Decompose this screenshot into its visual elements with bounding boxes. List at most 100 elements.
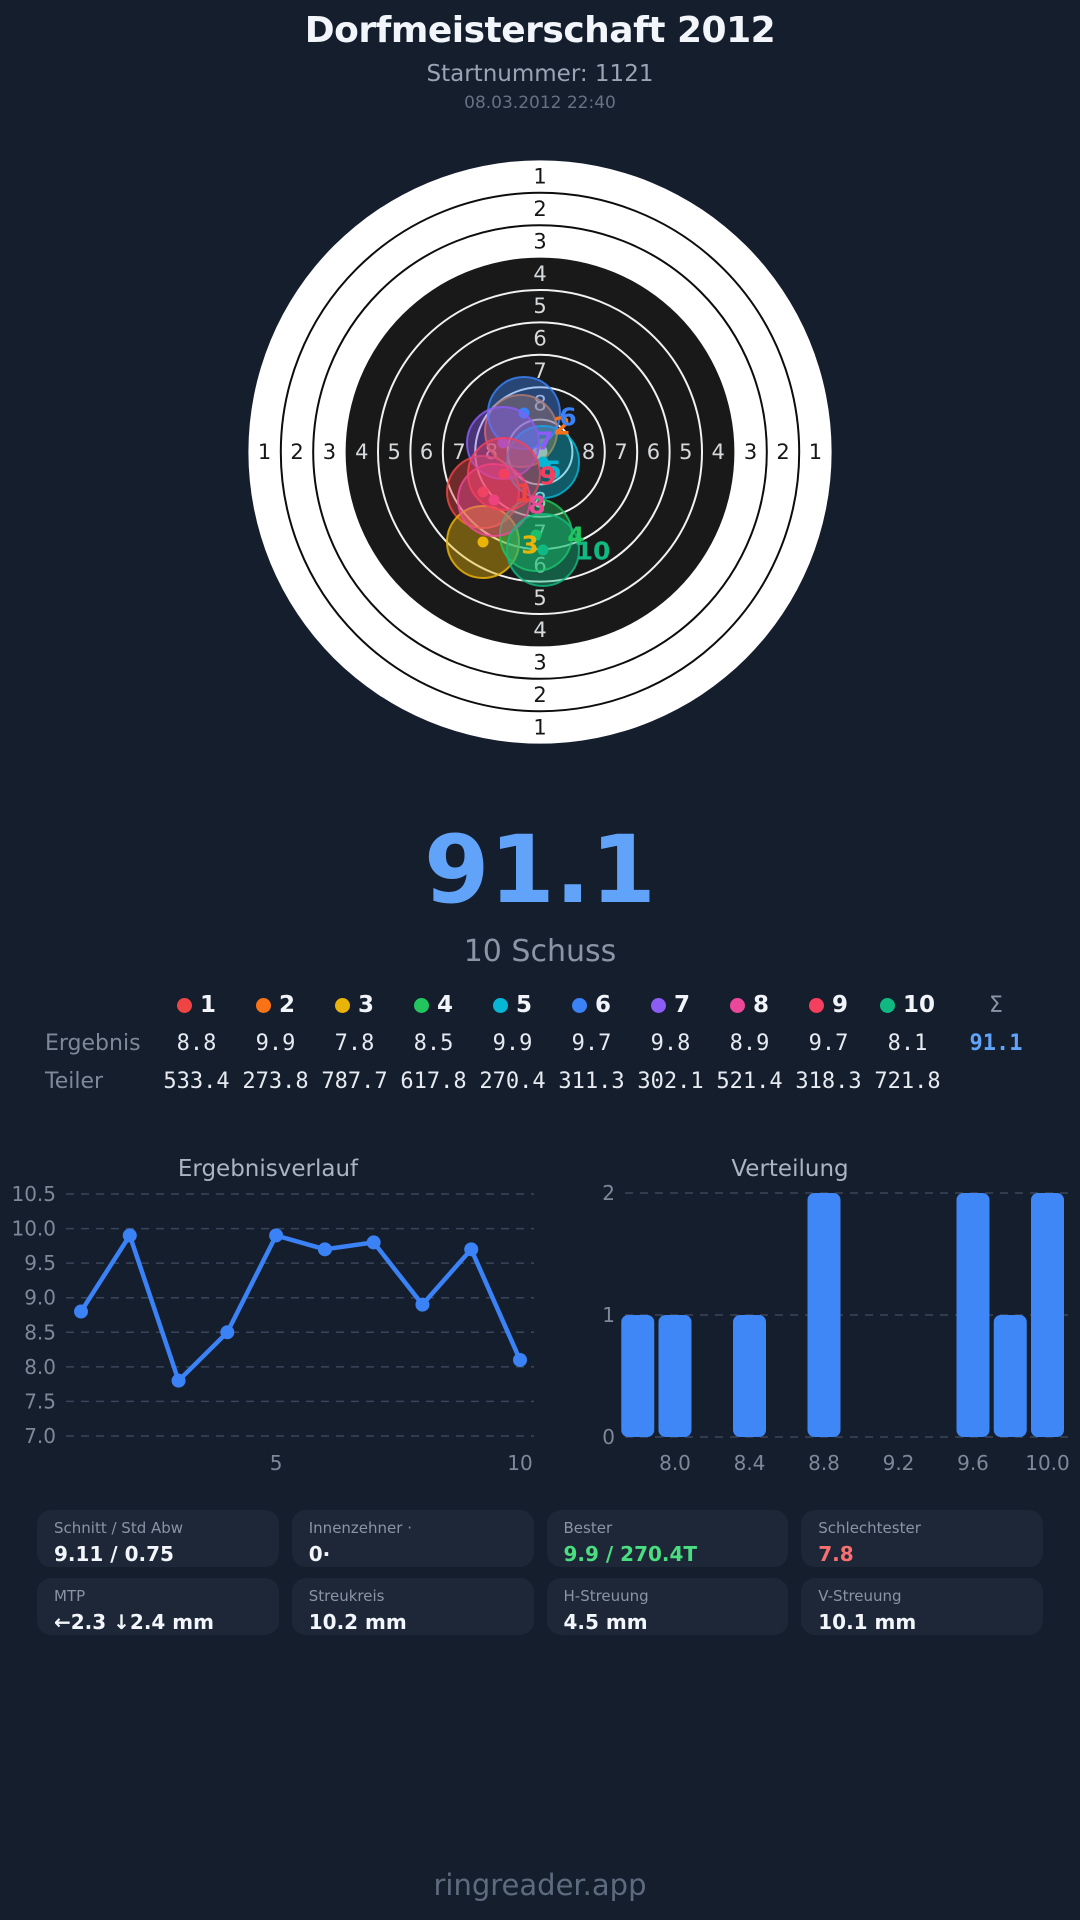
shot-color-dot [729,997,745,1013]
x-tick-label: 10 [507,1451,532,1475]
y-tick-label: 7.0 [24,1424,56,1448]
shot-column-number: 1 [199,992,216,1018]
shot-column-number: 4 [436,992,453,1018]
trend-point [220,1325,235,1340]
table-shot-header: 3 [315,992,394,1018]
shot-color-dot [492,997,508,1013]
table-ergebnis-value: 7.8 [334,1030,375,1056]
shot-number-label: 4 [567,522,584,551]
stat-card-value: 0· [308,1542,331,1566]
target-ring-number: 1 [258,440,271,464]
stat-card-label: Bester [563,1519,613,1537]
histogram-bar [733,1315,766,1437]
x-tick-label: 9.2 [883,1451,915,1475]
score-distribution-chart: Verteilung 0 1 2 8.0 8.4 8.8 9.2 9.6 10.0 [602,1156,1070,1475]
y-tick-label: 8.0 [24,1355,56,1379]
stat-card: Schnitt / Std Abw 9.11 / 0.75 [37,1510,279,1567]
shot-color-dot [334,997,350,1013]
stat-card: Innenzehner · 0· [291,1510,534,1567]
y-tick-label: 0 [602,1425,615,1449]
table-shot-header: 10 [868,992,947,1018]
bar-chart-title: Verteilung [731,1156,848,1182]
footer-brand: ringreader.app [433,1868,647,1902]
trend-point [464,1242,479,1257]
trend-point [513,1352,527,1367]
table-teiler-value: 302.1 [637,1068,704,1094]
shot-color-dot [650,997,666,1013]
stat-card: MTP ←2.3 ↓2.4 mm [37,1578,279,1635]
target-ring-number: 4 [712,440,725,464]
table-shot-header: 4 [394,992,473,1018]
target-ring-circle [312,224,768,680]
target-ring-number: 6 [420,440,433,464]
table-shot-header: 8 [710,992,789,1018]
y-tick-label: 9.0 [24,1286,56,1310]
target-ring-number: 1 [533,715,546,739]
target-ring-number: 5 [533,586,546,610]
total-score: 91.1 [424,816,656,925]
histogram-bar [807,1193,841,1437]
table-sum-symbol: Σ [989,992,1003,1018]
histogram-bar [621,1315,655,1437]
target-diagram: 1111222233334444555566667777888812345678… [248,160,832,744]
stat-card: H-Streuung 4.5 mm [546,1578,789,1635]
histogram-bar [956,1193,990,1437]
shot-dot [488,494,500,506]
target-ring-number: 8 [533,391,546,415]
table-teiler-value: 318.3 [795,1068,862,1094]
stat-card-label: Streukreis [308,1587,385,1605]
start-number: Startnummer: 1121 [426,61,654,87]
table-row-label-teiler: Teiler [45,1068,104,1094]
shot-color-dot [571,997,587,1013]
score-trend-chart: Ergebnisverlauf 10.5 10.0 9.5 9.0 8.5 8.0 7.5 7.… [11,1156,534,1475]
shot-column-number: 8 [752,992,769,1018]
table-ergebnis-value: 8.8 [176,1030,217,1056]
table-row-label-ergebnis: Ergebnis [45,1030,141,1056]
shot-column-number: 9 [831,992,848,1018]
total-score-block: 91.1 10 Schuss [0,816,1080,970]
target-ring-number: 2 [290,440,303,464]
target-ring-number: 8 [533,489,546,513]
target-ring-number: 7 [533,359,546,383]
stat-card-label: MTP [54,1587,86,1605]
table-ergebnis-value: 8.1 [887,1030,928,1056]
table-ergebnis-value: 8.5 [413,1030,454,1056]
page-title: Dorfmeisterschaft 2012 [304,10,776,51]
table-ergebnis-value: 8.9 [729,1030,770,1056]
table-teiler-value: 787.7 [321,1068,388,1094]
target-ring-number: 1 [809,440,822,464]
shot-column-number: 3 [357,992,374,1018]
header: Dorfmeisterschaft 2012 Startnummer: 1121… [0,10,1080,113]
line-chart-title: Ergebnisverlauf [178,1156,359,1182]
shot-number-label: 6 [559,403,576,432]
shot-column-number: 10 [902,992,935,1018]
shot-color-dot [413,997,429,1013]
stat-card-value: ←2.3 ↓2.4 mm [54,1610,214,1634]
stat-card-value: 10.2 mm [308,1610,407,1634]
table-shot-header: 9 [789,992,868,1018]
target-ring-number: 7 [614,440,627,464]
histogram-bar [993,1315,1027,1437]
shot-dot [537,456,549,468]
shot-number-label: 3 [521,531,538,560]
stat-card: V-Streuung 10.1 mm [801,1578,1043,1635]
shot-dot [537,544,549,556]
stat-card: Bester 9.9 / 270.4T [546,1510,789,1567]
target-ring-number: 8 [582,440,595,464]
table-sum-value: 91.1 [969,1030,1023,1056]
y-tick-label: 10.0 [11,1217,56,1241]
y-tick-label: 8.5 [24,1320,56,1344]
table-teiler-value: 273.8 [242,1068,309,1094]
table-teiler-value: 617.8 [400,1068,467,1094]
x-tick-label: 8.8 [808,1451,840,1475]
target-ring-number: 2 [533,683,546,707]
shot-number-label: 9 [539,462,556,491]
table-ergebnis-value: 9.9 [255,1030,296,1056]
shot-color-dot [808,997,824,1013]
x-tick-label: 10.0 [1025,1451,1070,1475]
y-tick-label: 7.5 [24,1389,56,1413]
target-ring-number: 3 [323,440,336,464]
target-ring-number: 5 [388,440,401,464]
shot-color-dot [255,997,271,1013]
